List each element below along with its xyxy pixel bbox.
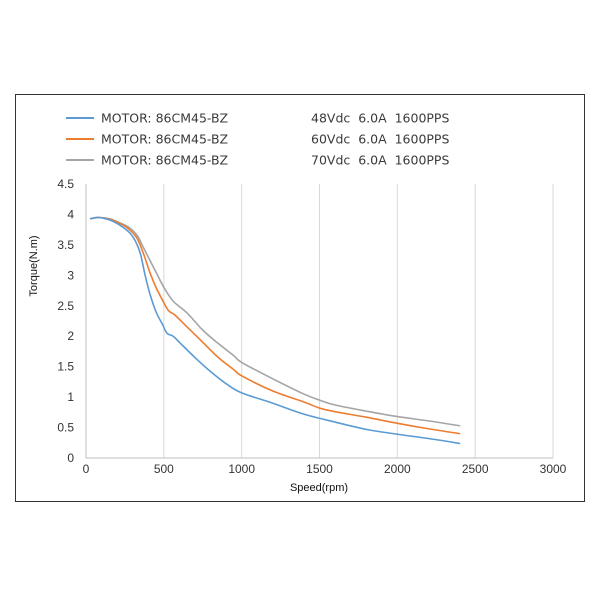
legend-series-spec: 70Vdc 6.0A 1600PPS xyxy=(311,153,449,168)
y-axis-title: Torque(N.m) xyxy=(28,235,40,296)
y-tick-label: 4 xyxy=(67,207,74,221)
y-tick-label: 0.5 xyxy=(57,421,74,435)
legend-series-spec: 60Vdc 6.0A 1600PPS xyxy=(311,132,449,147)
x-tick-label: 2500 xyxy=(462,462,489,476)
series-line-3 xyxy=(89,216,461,427)
x-axis-title: Speed(rpm) xyxy=(290,482,348,494)
y-tick-label: 0 xyxy=(67,451,74,465)
series-lines xyxy=(89,216,461,445)
series-line-1 xyxy=(89,216,461,445)
y-tick-label: 1 xyxy=(67,390,74,404)
y-tick-label: 2.5 xyxy=(57,299,74,313)
x-tick-label: 0 xyxy=(83,462,90,476)
x-tick-label: 500 xyxy=(154,462,174,476)
y-tick-label: 3.5 xyxy=(57,238,74,252)
legend-series-spec: 48Vdc 6.0A 1600PPS xyxy=(311,111,449,126)
legend-series-name: MOTOR: 86CM45-BZ xyxy=(101,111,228,126)
grid-lines xyxy=(163,184,554,458)
chart-frame xyxy=(15,94,585,502)
x-tick-label: 1000 xyxy=(228,462,255,476)
y-tick-label: 4.5 xyxy=(57,177,74,191)
legend-series-name: MOTOR: 86CM45-BZ xyxy=(101,153,228,168)
series-line-2 xyxy=(89,216,461,435)
y-tick-label: 1.5 xyxy=(57,360,74,374)
x-tick-label: 3000 xyxy=(540,462,567,476)
y-tick-label: 2 xyxy=(67,329,74,343)
legend-series-name: MOTOR: 86CM45-BZ xyxy=(101,132,228,147)
y-tick-label: 3 xyxy=(67,268,74,282)
legend: MOTOR: 86CM45-BZ 48Vdc 6.0A 1600PPS MOTOR:… xyxy=(66,111,449,168)
x-tick-label: 1500 xyxy=(306,462,333,476)
axes: 0 500 1000 1500 2000 2500 3000 0 0.5 1 1.5 2 2.5 3 3.5… xyxy=(57,177,566,476)
x-tick-label: 2000 xyxy=(384,462,411,476)
